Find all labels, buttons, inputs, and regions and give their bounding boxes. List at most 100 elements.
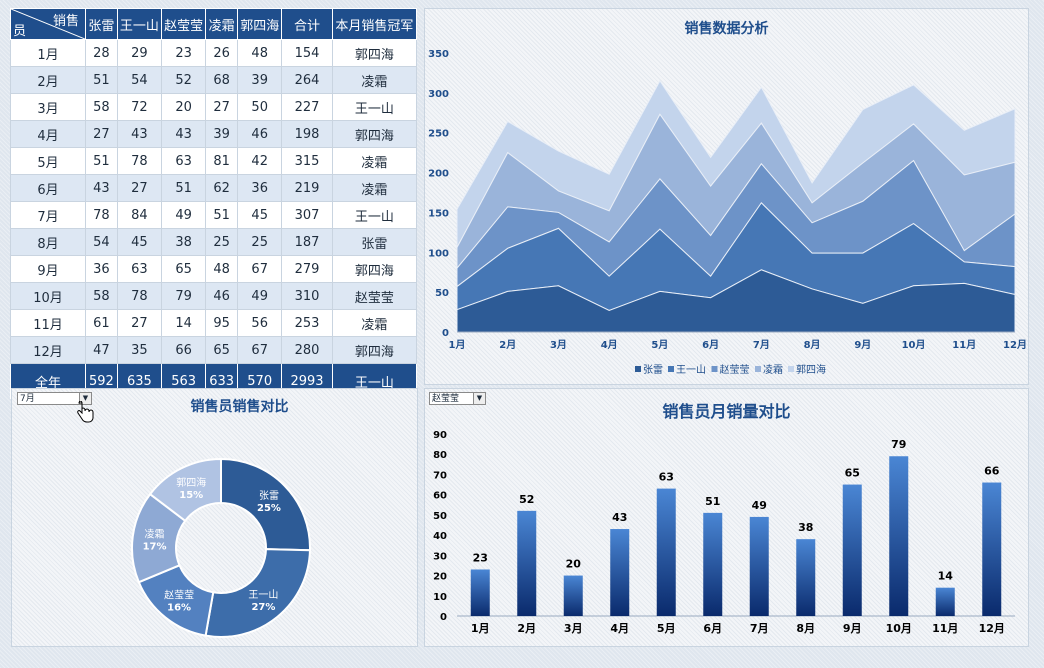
value-cell: 62 bbox=[205, 174, 239, 202]
value-cell: 50 bbox=[237, 93, 283, 121]
bar bbox=[656, 488, 676, 616]
bar bbox=[703, 512, 723, 616]
value-cell: 198 bbox=[281, 120, 333, 148]
bar bbox=[749, 516, 769, 616]
bar-value-label: 79 bbox=[891, 438, 906, 451]
value-cell: 48 bbox=[237, 39, 283, 67]
table-row: 1月 28 29 23 26 48 154 郭四海 bbox=[10, 39, 418, 67]
bar-value-label: 20 bbox=[566, 558, 582, 571]
value-cell: 187 bbox=[281, 228, 333, 256]
month-cell: 5月 bbox=[10, 147, 86, 175]
value-cell: 56 bbox=[237, 309, 283, 337]
value-cell: 81 bbox=[205, 147, 239, 175]
champion-cell: 郭四海 bbox=[331, 120, 418, 148]
champion-cell: 凌霜 bbox=[331, 309, 418, 337]
value-cell: 51 bbox=[85, 66, 118, 94]
y-tick-label: 150 bbox=[428, 208, 449, 219]
bar-value-label: 49 bbox=[752, 499, 767, 512]
value-cell: 14 bbox=[161, 309, 207, 337]
y-tick-label: 40 bbox=[433, 531, 447, 542]
x-tick-label: 11月 bbox=[952, 339, 976, 351]
table-header-row: 销售 员 张雷 王一山 赵莹莹 凌霜 郭四海 合计 本月销售冠军 bbox=[10, 8, 418, 40]
chevron-down-icon[interactable]: ▼ bbox=[473, 393, 485, 404]
slice-name-label: 凌霜 bbox=[145, 527, 165, 540]
donut-chart-panel: 销售员销售对比 7月 ▼ 张雷 25% 王一山 27% 赵莹莹 16% 凌霜 17% 郭四海 15… bbox=[11, 388, 418, 647]
bar-chart: 0 10 20 30 40 50 60 70 80 90 23 1月 52 2月 20 3月 43 4月 63 5月 5… bbox=[433, 430, 1015, 635]
slice-percent-label: 27% bbox=[251, 602, 275, 613]
bar bbox=[470, 569, 490, 616]
y-tick-label: 80 bbox=[433, 450, 447, 461]
slice-name-label: 王一山 bbox=[248, 589, 278, 601]
month-cell: 3月 bbox=[10, 93, 86, 121]
x-tick-label: 7月 bbox=[753, 339, 770, 351]
table-row: 10月 58 78 79 46 49 310 赵莹莹 bbox=[10, 282, 418, 310]
x-tick-label: 7月 bbox=[750, 622, 769, 635]
x-tick-label: 6月 bbox=[702, 339, 719, 351]
legend-label: 赵莹莹 bbox=[720, 363, 750, 376]
x-tick-label: 10月 bbox=[902, 339, 926, 351]
value-cell: 27 bbox=[116, 309, 163, 337]
month-dropdown[interactable]: 7月 ▼ bbox=[17, 392, 92, 405]
bar-chart-panel: 销售员月销量对比 赵莹莹 ▼ 0 10 20 30 40 50 60 70 80 90 23 1月 52… bbox=[424, 388, 1029, 647]
x-tick-label: 2月 bbox=[517, 622, 536, 635]
bar-chart-title: 销售员月销量对比 bbox=[662, 402, 791, 421]
person-dropdown-value: 赵莹莹 bbox=[432, 394, 460, 404]
value-cell: 45 bbox=[237, 201, 283, 229]
bar bbox=[935, 587, 955, 616]
value-cell: 65 bbox=[205, 336, 239, 364]
value-cell: 26 bbox=[205, 39, 239, 67]
value-cell: 79 bbox=[161, 282, 207, 310]
x-tick-label: 10月 bbox=[886, 622, 912, 635]
value-cell: 84 bbox=[116, 201, 163, 229]
bar-value-label: 43 bbox=[612, 511, 627, 524]
x-tick-label: 9月 bbox=[854, 339, 871, 351]
donut-slice bbox=[148, 457, 222, 523]
donut-slice bbox=[204, 548, 311, 638]
y-tick-label: 0 bbox=[442, 328, 449, 339]
value-cell: 65 bbox=[161, 255, 207, 283]
month-cell: 4月 bbox=[10, 120, 86, 148]
month-cell: 7月 bbox=[10, 201, 86, 229]
y-tick-label: 60 bbox=[433, 491, 447, 502]
value-cell: 63 bbox=[161, 147, 207, 175]
slice-name-label: 赵莹莹 bbox=[164, 588, 194, 601]
header-cell: 本月销售冠军 bbox=[331, 8, 418, 40]
person-dropdown[interactable]: 赵莹莹 ▼ bbox=[429, 392, 486, 405]
month-cell: 10月 bbox=[10, 282, 86, 310]
value-cell: 36 bbox=[85, 255, 118, 283]
y-tick-label: 90 bbox=[433, 430, 447, 441]
x-tick-label: 5月 bbox=[651, 339, 668, 351]
bar bbox=[982, 482, 1002, 616]
legend-label: 张雷 bbox=[643, 364, 663, 376]
chevron-down-icon[interactable]: ▼ bbox=[79, 393, 91, 404]
champion-cell: 凌霜 bbox=[331, 66, 418, 94]
y-tick-label: 0 bbox=[440, 612, 447, 623]
table-row: 7月 78 84 49 51 45 307 王一山 bbox=[10, 201, 418, 229]
table-row: 8月 54 45 38 25 25 187 张雷 bbox=[10, 228, 418, 256]
value-cell: 25 bbox=[237, 228, 283, 256]
x-tick-label: 3月 bbox=[550, 339, 567, 351]
champion-cell: 郭四海 bbox=[331, 39, 418, 67]
bar-value-label: 65 bbox=[845, 467, 860, 480]
y-tick-label: 10 bbox=[433, 592, 447, 603]
value-cell: 72 bbox=[116, 93, 163, 121]
table-row: 12月 47 35 66 65 67 280 郭四海 bbox=[10, 336, 418, 364]
value-cell: 307 bbox=[281, 201, 333, 229]
x-tick-label: 2月 bbox=[499, 339, 516, 351]
table-row: 11月 61 27 14 95 56 253 凌霜 bbox=[10, 309, 418, 337]
legend-swatch bbox=[635, 366, 641, 372]
value-cell: 63 bbox=[116, 255, 163, 283]
value-cell: 315 bbox=[281, 147, 333, 175]
x-tick-label: 3月 bbox=[564, 622, 583, 635]
bar-value-label: 63 bbox=[659, 471, 674, 484]
champion-cell: 张雷 bbox=[331, 228, 418, 256]
value-cell: 219 bbox=[281, 174, 333, 202]
champion-cell: 凌霜 bbox=[331, 147, 418, 175]
header-cell: 郭四海 bbox=[237, 8, 283, 40]
y-tick-label: 200 bbox=[428, 169, 449, 180]
x-tick-label: 6月 bbox=[703, 622, 722, 635]
slice-percent-label: 25% bbox=[257, 503, 281, 514]
month-cell: 9月 bbox=[10, 255, 86, 283]
value-cell: 27 bbox=[85, 120, 118, 148]
